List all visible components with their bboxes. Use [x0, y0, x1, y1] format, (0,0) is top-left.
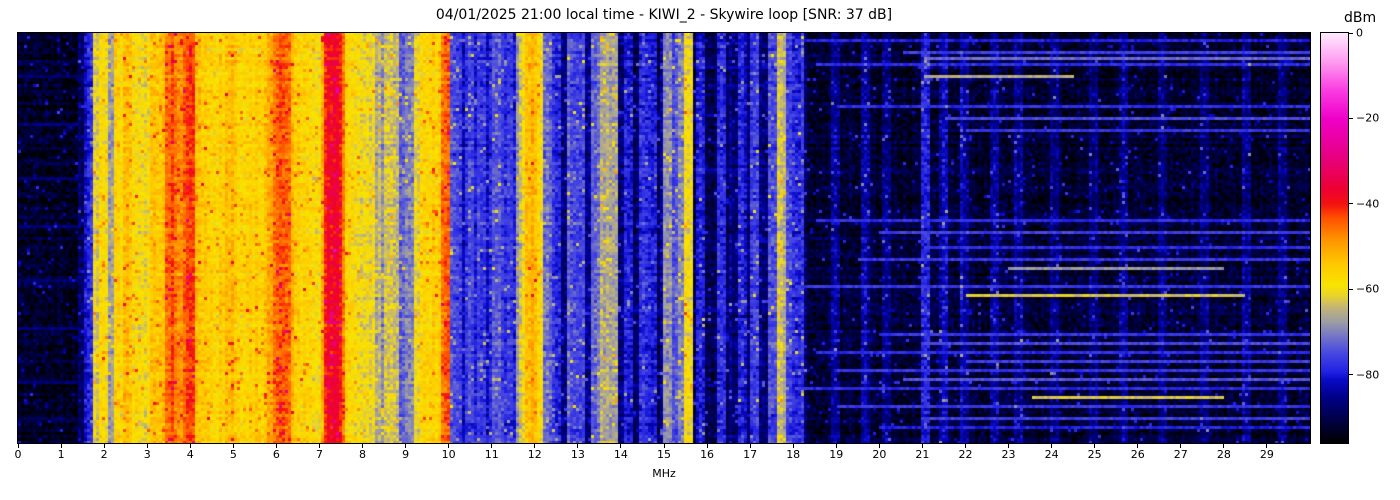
colorbar-tick-mark: [1349, 374, 1353, 376]
x-tick-mark: [448, 444, 450, 448]
colorbar-tick-mark: [1349, 203, 1353, 205]
x-tick-label: 27: [1173, 448, 1188, 461]
colorbar-tick-mark: [1349, 32, 1353, 34]
x-tick-label: 22: [958, 448, 973, 461]
x-tick-mark: [706, 444, 708, 448]
colorbar-gradient: [1320, 32, 1349, 444]
x-tick-mark: [189, 444, 191, 448]
x-tick-label: 13: [570, 448, 585, 461]
x-tick-mark: [921, 444, 923, 448]
colorbar-tick-mark: [1349, 288, 1353, 290]
x-tick-mark: [103, 444, 105, 448]
colorbar-tick-label: −80: [1356, 368, 1380, 382]
x-tick-mark: [534, 444, 536, 448]
plot-area: [17, 32, 1311, 444]
x-tick-mark: [620, 444, 622, 448]
x-tick-label: 4: [186, 448, 194, 461]
x-tick-label: 10: [441, 448, 456, 461]
x-tick-label: 16: [700, 448, 715, 461]
x-tick-label: 2: [100, 448, 108, 461]
x-tick-mark: [878, 444, 880, 448]
x-tick-label: 24: [1044, 448, 1059, 461]
x-tick-label: 26: [1130, 448, 1145, 461]
x-tick-mark: [232, 444, 234, 448]
x-tick-label: 8: [359, 448, 367, 461]
x-tick-label: 29: [1259, 448, 1274, 461]
x-tick-label: 12: [527, 448, 542, 461]
x-tick-mark: [362, 444, 364, 448]
x-tick-label: 11: [484, 448, 499, 461]
x-tick-label: 7: [315, 448, 323, 461]
x-tick-label: 3: [143, 448, 151, 461]
x-tick-label: 20: [872, 448, 887, 461]
x-tick-label: 14: [613, 448, 628, 461]
colorbar-tick-label: 0: [1356, 26, 1363, 40]
colorbar-unit-label: dBm: [1344, 10, 1377, 26]
x-tick-mark: [792, 444, 794, 448]
x-tick-mark: [663, 444, 665, 448]
chart-title: 04/01/2025 21:00 local time - KIWI_2 - S…: [435, 7, 893, 23]
x-tick-mark: [1008, 444, 1010, 448]
x-tick-label: 0: [14, 448, 22, 461]
x-tick-mark: [835, 444, 837, 448]
x-tick-mark: [1094, 444, 1096, 448]
x-tick-mark: [491, 444, 493, 448]
x-tick-mark: [405, 444, 407, 448]
colorbar-tick-mark: [1349, 117, 1353, 119]
x-tick-mark: [964, 444, 966, 448]
x-tick-mark: [60, 444, 62, 448]
colorbar-tick-label: −60: [1356, 282, 1380, 296]
x-tick-mark: [1266, 444, 1268, 448]
x-tick-mark: [275, 444, 277, 448]
x-axis-label: MHz: [652, 467, 676, 480]
waterfall-heatmap: [18, 33, 1310, 443]
x-tick-label: 25: [1087, 448, 1102, 461]
x-tick-mark: [1051, 444, 1053, 448]
x-tick-label: 9: [402, 448, 410, 461]
x-tick-label: 18: [786, 448, 801, 461]
colorbar-tick-label: −20: [1356, 111, 1380, 125]
x-tick-mark: [146, 444, 148, 448]
x-tick-mark: [1137, 444, 1139, 448]
x-tick-mark: [17, 444, 19, 448]
x-tick-label: 15: [657, 448, 671, 461]
x-tick-mark: [1180, 444, 1182, 448]
x-tick-mark: [1223, 444, 1225, 448]
x-tick-mark: [749, 444, 751, 448]
colorbar-tick-label: −40: [1356, 197, 1380, 211]
x-tick-label: 21: [915, 448, 930, 461]
x-tick-label: 17: [743, 448, 758, 461]
x-tick-label: 1: [57, 448, 65, 461]
x-tick-label: 6: [272, 448, 280, 461]
x-tick-label: 19: [829, 448, 844, 461]
x-tick-label: 23: [1001, 448, 1016, 461]
x-tick-label: 5: [229, 448, 237, 461]
x-tick-mark: [577, 444, 579, 448]
x-tick-mark: [318, 444, 320, 448]
x-tick-label: 28: [1216, 448, 1231, 461]
